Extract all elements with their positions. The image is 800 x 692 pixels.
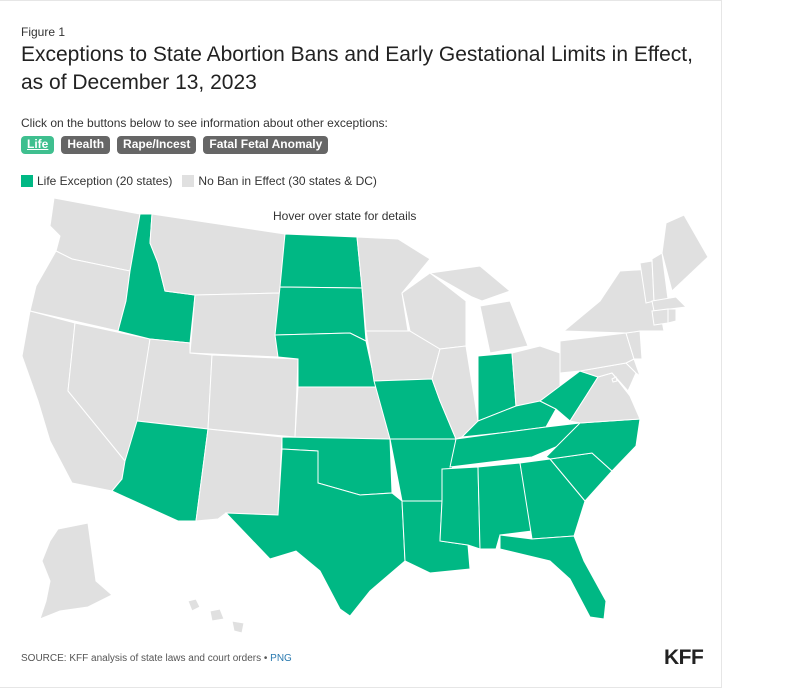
source-note: SOURCE: KFF analysis of state laws and c… — [21, 653, 292, 664]
state-nm[interactable] — [195, 428, 283, 522]
state-mt[interactable] — [149, 213, 286, 296]
state-sd[interactable] — [274, 286, 367, 342]
state-mi[interactable] — [428, 265, 529, 354]
state-wy[interactable] — [189, 292, 281, 358]
exception-buttons: Life Health Rape/Incest Fatal Fetal Anom… — [21, 136, 329, 154]
rape-incest-button[interactable]: Rape/Incest — [117, 136, 197, 154]
state-ri[interactable] — [667, 308, 677, 324]
title-line-1: Exceptions to State Abortion Bans and Ea… — [21, 43, 693, 66]
state-me[interactable] — [661, 214, 709, 292]
legend-swatch-no-ban — [182, 175, 195, 187]
figure-label: Figure 1 — [21, 25, 66, 39]
instructions-text: Click on the buttons below to see inform… — [21, 116, 388, 130]
life-button[interactable]: Life — [21, 136, 55, 154]
source-text: SOURCE: KFF analysis of state laws and c… — [21, 653, 268, 664]
legend-item-no-ban[interactable]: No Ban in Effect (30 states & DC) — [182, 174, 377, 188]
fatal-fetal-anomaly-button[interactable]: Fatal Fetal Anomaly — [203, 136, 329, 154]
state-tx[interactable] — [224, 448, 406, 617]
legend-swatch-life — [21, 175, 33, 187]
state-va[interactable] — [569, 372, 641, 424]
state-fl[interactable] — [499, 534, 607, 620]
state-ms[interactable] — [439, 466, 481, 550]
state-nd[interactable] — [279, 233, 363, 289]
legend-label-life: Life Exception (20 states) — [37, 174, 173, 188]
legend-label-no-ban: No Ban in Effect (30 states & DC) — [198, 174, 377, 188]
state-ks[interactable] — [294, 386, 391, 440]
state-ct[interactable] — [651, 308, 669, 326]
legend-item-life[interactable]: Life Exception (20 states) — [21, 174, 172, 188]
png-download-link[interactable]: PNG — [270, 653, 292, 664]
state-co[interactable] — [207, 354, 299, 438]
state-ma[interactable] — [651, 296, 688, 312]
health-button[interactable]: Health — [61, 136, 111, 154]
state-il[interactable] — [431, 345, 479, 440]
state-ga[interactable] — [519, 458, 586, 540]
state-ak[interactable] — [39, 522, 113, 620]
state-hi[interactable] — [187, 598, 245, 634]
hover-hint: Hover over state for details — [273, 209, 417, 223]
us-map — [0, 191, 722, 641]
state-mn[interactable] — [356, 236, 431, 332]
figure-frame: Figure 1 Exceptions to State Abortion Ba… — [0, 0, 722, 688]
state-dc[interactable] — [611, 376, 618, 383]
title-line-2: as of December 13, 2023 — [21, 71, 257, 94]
map-legend: Life Exception (20 states) No Ban in Eff… — [21, 174, 387, 188]
figure-title: Exceptions to State Abortion Bans and Ea… — [21, 41, 711, 97]
kff-logo: KFF — [664, 646, 704, 669]
